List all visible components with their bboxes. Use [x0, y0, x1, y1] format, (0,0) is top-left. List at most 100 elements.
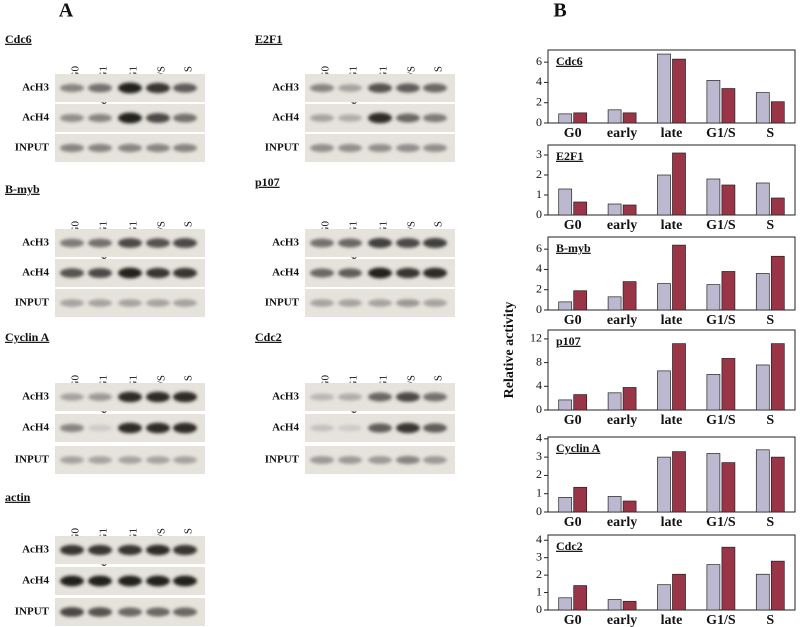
gel-band [396, 83, 420, 93]
gel-band [368, 456, 392, 464]
gel-band [88, 299, 112, 307]
chart-title: Cdc6 [556, 54, 583, 68]
bar [770, 255, 785, 311]
gel-band [368, 267, 392, 279]
gel-band [423, 113, 447, 123]
gel-band [338, 456, 362, 464]
y-tick-label: 3 [536, 449, 542, 463]
lane-label: S [183, 221, 195, 227]
gel-band [338, 84, 362, 92]
row-label: INPUT [15, 142, 50, 154]
x-tick-label: G1/S [706, 126, 736, 141]
gel-band [173, 575, 197, 587]
gel-band [173, 456, 197, 464]
bar [721, 462, 736, 513]
x-tick-label: early [607, 613, 637, 627]
gel-band [146, 113, 170, 123]
gel-band [173, 607, 197, 617]
row-label: AcH3 [22, 544, 49, 556]
gel-band [396, 422, 420, 434]
bar [721, 358, 736, 411]
gel-band [396, 455, 420, 465]
gel-band [88, 83, 112, 93]
gel-band [60, 393, 84, 401]
gel-band [60, 143, 84, 153]
bar [607, 296, 622, 311]
x-tick-label: G0 [564, 218, 582, 233]
y-tick-label: 0 [536, 602, 542, 616]
row-label: AcH4 [272, 267, 299, 279]
gel-band [338, 114, 362, 122]
x-tick-label: S [766, 218, 774, 233]
y-tick-label: 2 [536, 167, 542, 181]
gel-band [146, 299, 170, 307]
bar [721, 546, 736, 611]
x-tick-label: early [607, 413, 637, 428]
plot-frame [547, 436, 796, 513]
bar [657, 370, 671, 411]
bar [607, 392, 622, 411]
bar [622, 204, 637, 216]
row-label: INPUT [265, 297, 300, 309]
bar [672, 451, 686, 513]
plot-frame [547, 49, 796, 124]
bar [607, 496, 622, 513]
lane-label: S [433, 221, 445, 227]
gel-band [338, 238, 362, 248]
bar [755, 449, 770, 513]
bar [755, 273, 770, 311]
panel-label: A [59, 0, 74, 22]
gene-label: B-myb [5, 182, 40, 196]
bar [607, 109, 622, 124]
bar [657, 283, 671, 311]
y-axis-label: Relative activity [502, 302, 517, 399]
gene-label: p107 [255, 175, 280, 189]
bar [706, 284, 721, 311]
y-tick-label: 1 [536, 584, 542, 598]
gel-band [88, 143, 112, 153]
y-tick-label: 6 [536, 54, 542, 68]
gene-label: Cyclin A [5, 330, 50, 344]
gel-band [118, 456, 142, 464]
gel-band [368, 392, 392, 402]
plot-frame [547, 144, 796, 216]
gel-band [423, 299, 447, 307]
gel-band [118, 82, 142, 94]
row-label: INPUT [265, 142, 300, 154]
x-tick-label: late [661, 413, 683, 428]
gene-label: E2F1 [255, 32, 282, 46]
gel-band [118, 607, 142, 617]
bar [657, 174, 671, 216]
bar [558, 597, 573, 611]
gel-band [423, 456, 447, 464]
gel-band [173, 238, 197, 248]
gel-band [396, 113, 420, 123]
gel-band [60, 575, 84, 587]
row-label: AcH3 [22, 82, 49, 94]
row-label: AcH4 [22, 267, 49, 279]
x-tick-label: S [766, 126, 774, 141]
x-tick-label: late [661, 613, 683, 627]
gel-band [60, 544, 84, 556]
bar [706, 80, 721, 124]
row-label: AcH4 [272, 112, 299, 124]
row-label: INPUT [15, 606, 50, 618]
x-tick-label: G1/S [706, 218, 736, 233]
gel-band [60, 83, 84, 93]
plot-frame [547, 534, 796, 611]
y-tick-label: 0 [536, 504, 542, 518]
bar [672, 244, 686, 311]
gel-band [146, 607, 170, 617]
y-tick-label: 1 [536, 485, 542, 499]
gel-band [368, 83, 392, 93]
bar [573, 394, 588, 411]
gel-band [368, 423, 392, 433]
bar [558, 301, 573, 311]
bar [573, 486, 588, 513]
gel-band [173, 113, 197, 123]
bar [672, 343, 686, 411]
gel-band [310, 83, 334, 93]
gel-band [173, 83, 197, 93]
bar [721, 271, 736, 311]
gel-band [396, 238, 420, 248]
